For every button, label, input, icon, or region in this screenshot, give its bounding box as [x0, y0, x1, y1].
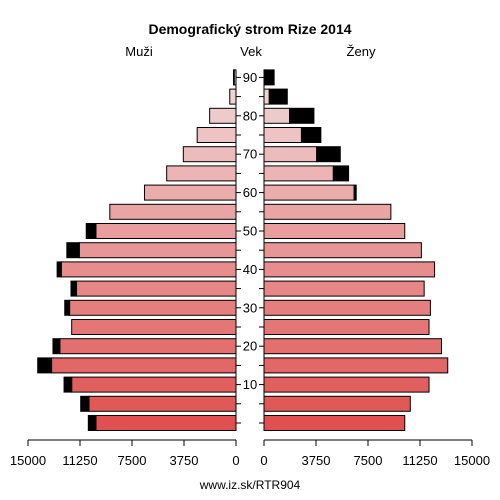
- female-bar-55-59: [263, 203, 392, 220]
- female-excess-bar-60-64: [353, 184, 357, 201]
- male-bar-20-24: [59, 338, 237, 355]
- age-tick-label: 20: [243, 339, 257, 354]
- male-bars: [37, 69, 237, 431]
- male-bar-15-19: [51, 357, 237, 374]
- female-bar-60-64: [263, 184, 355, 201]
- source-footer: www.iz.sk/RTR904: [199, 478, 301, 492]
- female-bar-35-39: [263, 280, 425, 297]
- age-tick-label: 10: [243, 377, 257, 392]
- female-bars: [263, 69, 449, 431]
- female-bar-65-69: [263, 165, 334, 182]
- male-x-tick-label: 3750: [170, 453, 199, 468]
- female-bar-15-19: [263, 357, 449, 374]
- male-bar-45-49: [78, 242, 237, 259]
- male-bar-10-14: [71, 376, 237, 393]
- female-x-tick-label: 15000: [454, 453, 490, 468]
- female-bar-30-34: [263, 299, 431, 316]
- female-bar-25-29: [263, 319, 430, 335]
- male-excess-bar-10-14: [63, 376, 73, 393]
- female-bar-40-44: [263, 261, 436, 278]
- female-excess-bar-65-69: [332, 165, 350, 182]
- female-bar-75-79: [263, 127, 302, 143]
- male-x-tick-label: 0: [232, 453, 239, 468]
- male-bar-40-44: [60, 261, 237, 278]
- female-x-axis: 0 3750 7500 11250 15000: [260, 439, 490, 468]
- male-bar-35-39: [76, 280, 237, 297]
- male-excess-bar-30-34: [64, 299, 71, 316]
- age-tick-label: 70: [243, 147, 257, 162]
- right-series-label: Ženy: [347, 44, 376, 59]
- female-bar-20-24: [263, 338, 442, 355]
- male-bar-60-64: [143, 184, 237, 201]
- age-axis-label: Vek: [240, 44, 262, 59]
- male-excess-bar-35-39: [70, 280, 78, 297]
- age-tick-label: 50: [243, 224, 257, 239]
- female-excess-bar-70-74: [316, 146, 341, 163]
- female-x-tick-label: 7500: [354, 453, 383, 468]
- female-bar-70-74: [263, 146, 318, 163]
- male-bar-0-4: [95, 415, 237, 431]
- male-bar-75-79: [196, 127, 237, 143]
- male-excess-bar-5-9: [80, 395, 90, 412]
- male-x-axis: 15000 11250 7500 3750 0: [10, 439, 240, 468]
- male-bar-5-9: [88, 395, 237, 412]
- age-tick-label: 40: [243, 262, 257, 277]
- female-bar-10-14: [263, 376, 430, 393]
- female-bar-5-9: [263, 395, 411, 412]
- age-tick-label: 30: [243, 300, 257, 315]
- male-bar-50-54: [95, 223, 237, 239]
- female-x-tick-label: 11250: [402, 453, 437, 468]
- female-bar-85-89: [263, 88, 270, 105]
- chart-title: Demografický strom Rize 2014: [148, 21, 351, 37]
- male-bar-55-59: [109, 203, 237, 220]
- male-excess-bar-40-44: [56, 261, 62, 278]
- age-axis: 10 20 30 40 50 60 70 80 90: [235, 70, 265, 424]
- male-bar-85-89: [229, 88, 237, 105]
- male-bar-70-74: [182, 146, 237, 163]
- female-x-tick-label: 3750: [302, 453, 331, 468]
- left-series-label: Muži: [125, 44, 153, 59]
- female-bar-50-54: [263, 223, 406, 239]
- male-excess-bar-15-19: [37, 357, 53, 374]
- age-tick-label: 60: [243, 185, 257, 200]
- male-excess-bar-90-94: [233, 69, 235, 86]
- female-excess-bar-85-89: [268, 88, 288, 105]
- male-excess-bar-45-49: [66, 242, 80, 259]
- female-excess-bar-90-94: [264, 69, 275, 86]
- female-excess-bar-75-79: [300, 127, 322, 143]
- male-excess-bar-0-4: [87, 415, 97, 431]
- female-bar-80-84: [263, 107, 291, 124]
- age-tick-label: 80: [243, 108, 257, 123]
- age-tick-label: 90: [243, 70, 257, 85]
- male-bar-80-84: [209, 107, 237, 124]
- male-x-tick-label: 15000: [10, 453, 46, 468]
- male-excess-bar-50-54: [85, 223, 97, 239]
- male-excess-bar-20-24: [52, 338, 61, 355]
- male-x-tick-label: 11250: [62, 453, 97, 468]
- male-bar-25-29: [71, 319, 237, 335]
- female-bar-45-49: [263, 242, 422, 259]
- female-bar-0-4: [263, 415, 406, 431]
- male-bar-30-34: [69, 299, 237, 316]
- male-bar-65-69: [166, 165, 237, 182]
- male-x-tick-label: 7500: [118, 453, 147, 468]
- female-excess-bar-80-84: [289, 107, 315, 124]
- female-x-tick-label: 0: [260, 453, 267, 468]
